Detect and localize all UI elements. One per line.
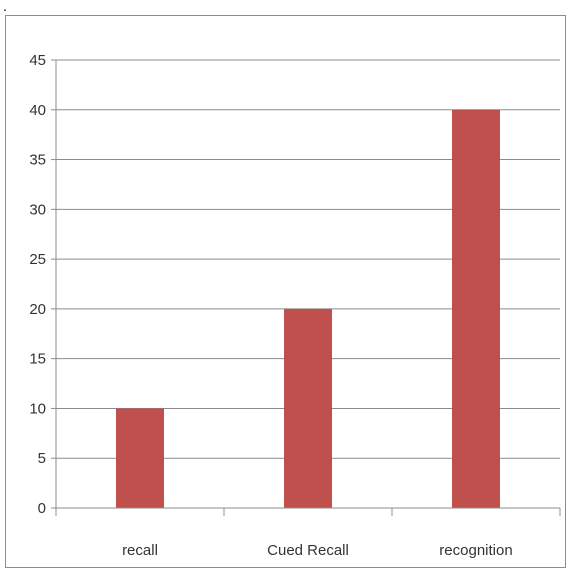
x-category-label: recognition [439,542,512,559]
bars [116,109,500,509]
bar [116,408,164,508]
y-tick-label: 35 [29,152,46,169]
y-tick-label: 10 [29,400,46,417]
y-tick-label: 0 [38,500,46,517]
y-tick-label: 25 [29,251,46,268]
x-axis: recall Cued Recall recognition [55,507,561,559]
x-category-label: recall [122,542,158,559]
y-tick-label: 15 [29,351,46,368]
bar [452,109,500,509]
x-category-label: Cued Recall [267,542,349,559]
y-tick-label: 45 [29,52,46,69]
stray-mark: . [3,0,7,14]
y-tick-label: 5 [38,450,46,467]
y-tick-label: 40 [29,102,46,119]
y-tick-label: 20 [29,301,46,318]
y-tick-label: 30 [29,201,46,218]
y-axis: 0 5 10 15 20 25 30 35 40 45 [29,52,57,517]
bar [284,308,332,508]
